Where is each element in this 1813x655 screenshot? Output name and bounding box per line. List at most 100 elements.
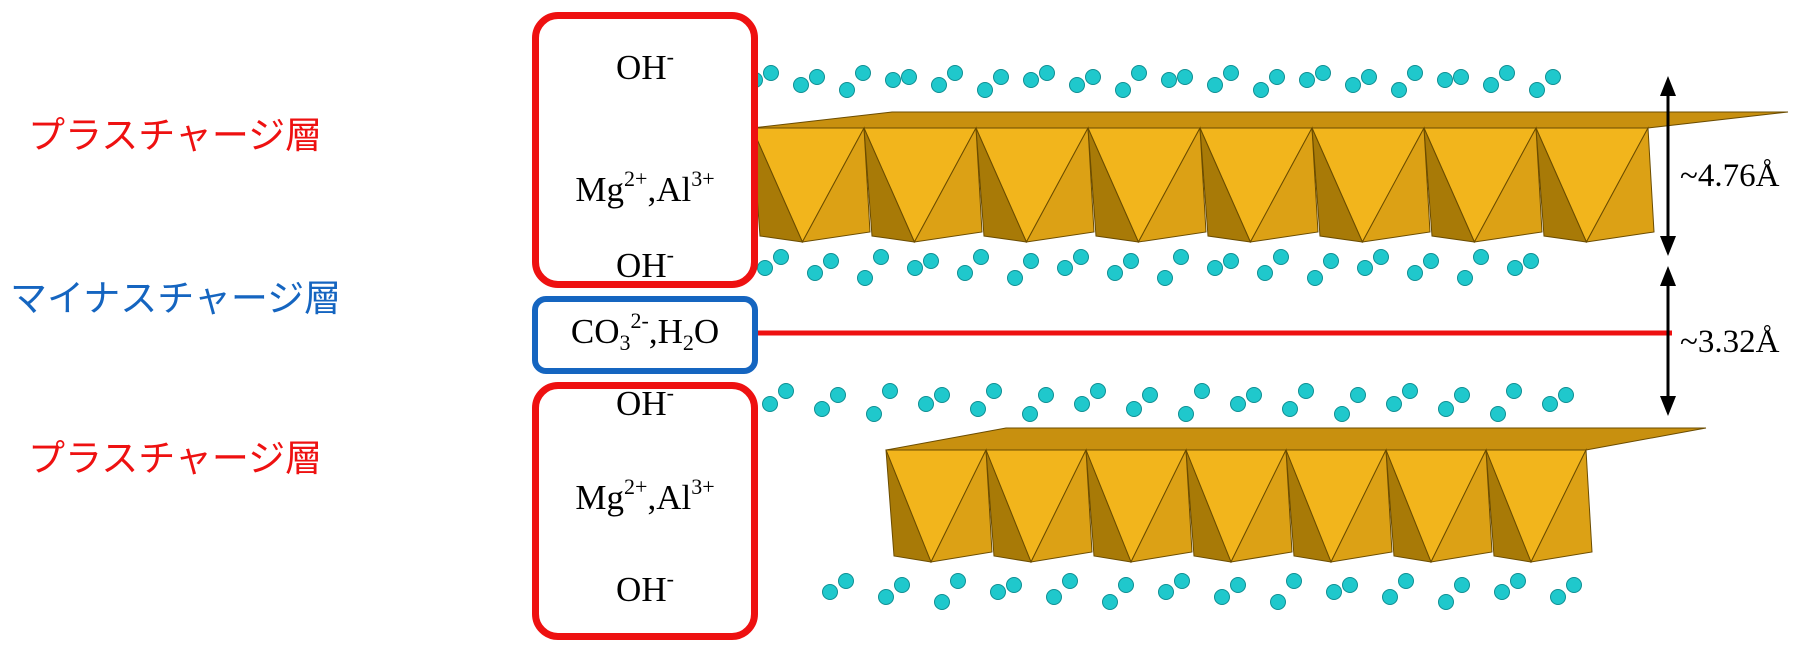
oh-atom bbox=[977, 82, 993, 98]
oh-atom bbox=[950, 573, 966, 589]
octahedron-side-face bbox=[930, 448, 993, 563]
oh-atom bbox=[1062, 573, 1078, 589]
octahedron-side-face bbox=[1025, 126, 1095, 243]
oh-atom bbox=[1345, 77, 1361, 93]
oh-atom bbox=[1523, 253, 1539, 269]
octahedron-side-face bbox=[1249, 126, 1319, 243]
oh-atom bbox=[1391, 82, 1407, 98]
oh-atom bbox=[1194, 383, 1210, 399]
oh-atom bbox=[1126, 401, 1142, 417]
oh-atom bbox=[1246, 387, 1262, 403]
oh-atom bbox=[1022, 406, 1038, 422]
octahedron-shade-face bbox=[863, 127, 916, 243]
upper-oh-top: OH- bbox=[616, 44, 674, 88]
octahedron-shade-face bbox=[985, 449, 1032, 563]
oh-atom bbox=[1357, 260, 1373, 276]
oh-atom bbox=[973, 249, 989, 265]
oh-atom bbox=[1326, 584, 1342, 600]
oh-atom bbox=[1490, 406, 1506, 422]
oh-atom bbox=[1550, 589, 1566, 605]
oh-atom bbox=[1342, 577, 1358, 593]
upper-spacing-label: ~4.76Å bbox=[1680, 158, 1780, 194]
oh-atom bbox=[1102, 594, 1118, 610]
oh-atom bbox=[1158, 584, 1174, 600]
middle-interlayer-ions: CO32-,H2O bbox=[570, 308, 720, 355]
oh-atom bbox=[1257, 265, 1273, 281]
oh-atom bbox=[1006, 577, 1022, 593]
oh-atom bbox=[839, 82, 855, 98]
oh-atom bbox=[885, 72, 901, 88]
oh-atom bbox=[1398, 573, 1414, 589]
oh-atom bbox=[1542, 396, 1558, 412]
oh-atom bbox=[757, 260, 773, 276]
oh-atom bbox=[934, 387, 950, 403]
oh-atom bbox=[1454, 577, 1470, 593]
octahedron-shade-face bbox=[1535, 127, 1588, 243]
oh-atom bbox=[918, 396, 934, 412]
octahedron-shade-face bbox=[975, 127, 1028, 243]
oh-atom bbox=[986, 383, 1002, 399]
oh-atom bbox=[1402, 383, 1418, 399]
oh-atom bbox=[1457, 270, 1473, 286]
oh-atom bbox=[934, 594, 950, 610]
octahedron-shade-face bbox=[1485, 449, 1532, 563]
octahedron-shade-face bbox=[1311, 127, 1364, 243]
oh-atom bbox=[807, 265, 823, 281]
lower-spacing-label: ~3.32Å bbox=[1680, 324, 1780, 360]
middle-minus-layer-box bbox=[532, 296, 758, 374]
oh-atom bbox=[1069, 77, 1085, 93]
octahedron-shade-face bbox=[1385, 449, 1432, 563]
oh-atom bbox=[1118, 577, 1134, 593]
oh-atom bbox=[1437, 72, 1453, 88]
oh-atom bbox=[1373, 249, 1389, 265]
oh-atom bbox=[814, 401, 830, 417]
oh-atom bbox=[762, 396, 778, 412]
oh-atom bbox=[773, 249, 789, 265]
octahedron-side-face bbox=[1361, 126, 1431, 243]
oh-atom bbox=[855, 65, 871, 81]
oh-atom bbox=[957, 265, 973, 281]
oh-atom bbox=[947, 65, 963, 81]
oh-atom bbox=[793, 77, 809, 93]
oh-atom bbox=[1023, 72, 1039, 88]
oh-atom bbox=[1529, 82, 1545, 98]
oh-atom bbox=[1298, 383, 1314, 399]
oh-atom bbox=[1307, 270, 1323, 286]
oh-atom bbox=[1423, 253, 1439, 269]
oh-atom bbox=[1161, 72, 1177, 88]
oh-atom bbox=[1299, 72, 1315, 88]
oh-atom bbox=[1334, 406, 1350, 422]
oh-atom bbox=[1178, 406, 1194, 422]
octahedron-shade-face bbox=[1185, 449, 1232, 563]
octahedron-side-face bbox=[1473, 126, 1543, 243]
oh-atom bbox=[1473, 249, 1489, 265]
oh-atom bbox=[1039, 65, 1055, 81]
oh-atom bbox=[1499, 65, 1515, 81]
oh-atom bbox=[778, 383, 794, 399]
octahedron-side-face bbox=[1530, 448, 1593, 563]
octahedron-shade-face bbox=[1085, 449, 1132, 563]
oh-atom bbox=[1230, 396, 1246, 412]
oh-atom bbox=[873, 249, 889, 265]
oh-atom bbox=[1407, 65, 1423, 81]
oh-atom bbox=[1506, 383, 1522, 399]
octahedron-side-face bbox=[1130, 448, 1193, 563]
lower-layer-label: プラスチャージ層 bbox=[28, 437, 323, 480]
oh-atom bbox=[1207, 260, 1223, 276]
upper-plus-layer-box bbox=[532, 12, 758, 288]
oh-atom bbox=[822, 584, 838, 600]
oh-atom bbox=[1142, 387, 1158, 403]
oh-atom bbox=[823, 253, 839, 269]
octahedron-side-face bbox=[1585, 126, 1655, 243]
oh-atom bbox=[1115, 82, 1131, 98]
oh-atom bbox=[857, 270, 873, 286]
oh-atom bbox=[1253, 82, 1269, 98]
oh-atom bbox=[1107, 265, 1123, 281]
oh-atom bbox=[1323, 253, 1339, 269]
octahedron-side-face bbox=[1230, 448, 1293, 563]
octahedra-back bbox=[885, 427, 1707, 451]
oh-atom bbox=[1438, 594, 1454, 610]
lower-oh-top: OH- bbox=[616, 380, 674, 424]
oh-atom bbox=[1174, 573, 1190, 589]
oh-atom bbox=[1269, 69, 1285, 85]
